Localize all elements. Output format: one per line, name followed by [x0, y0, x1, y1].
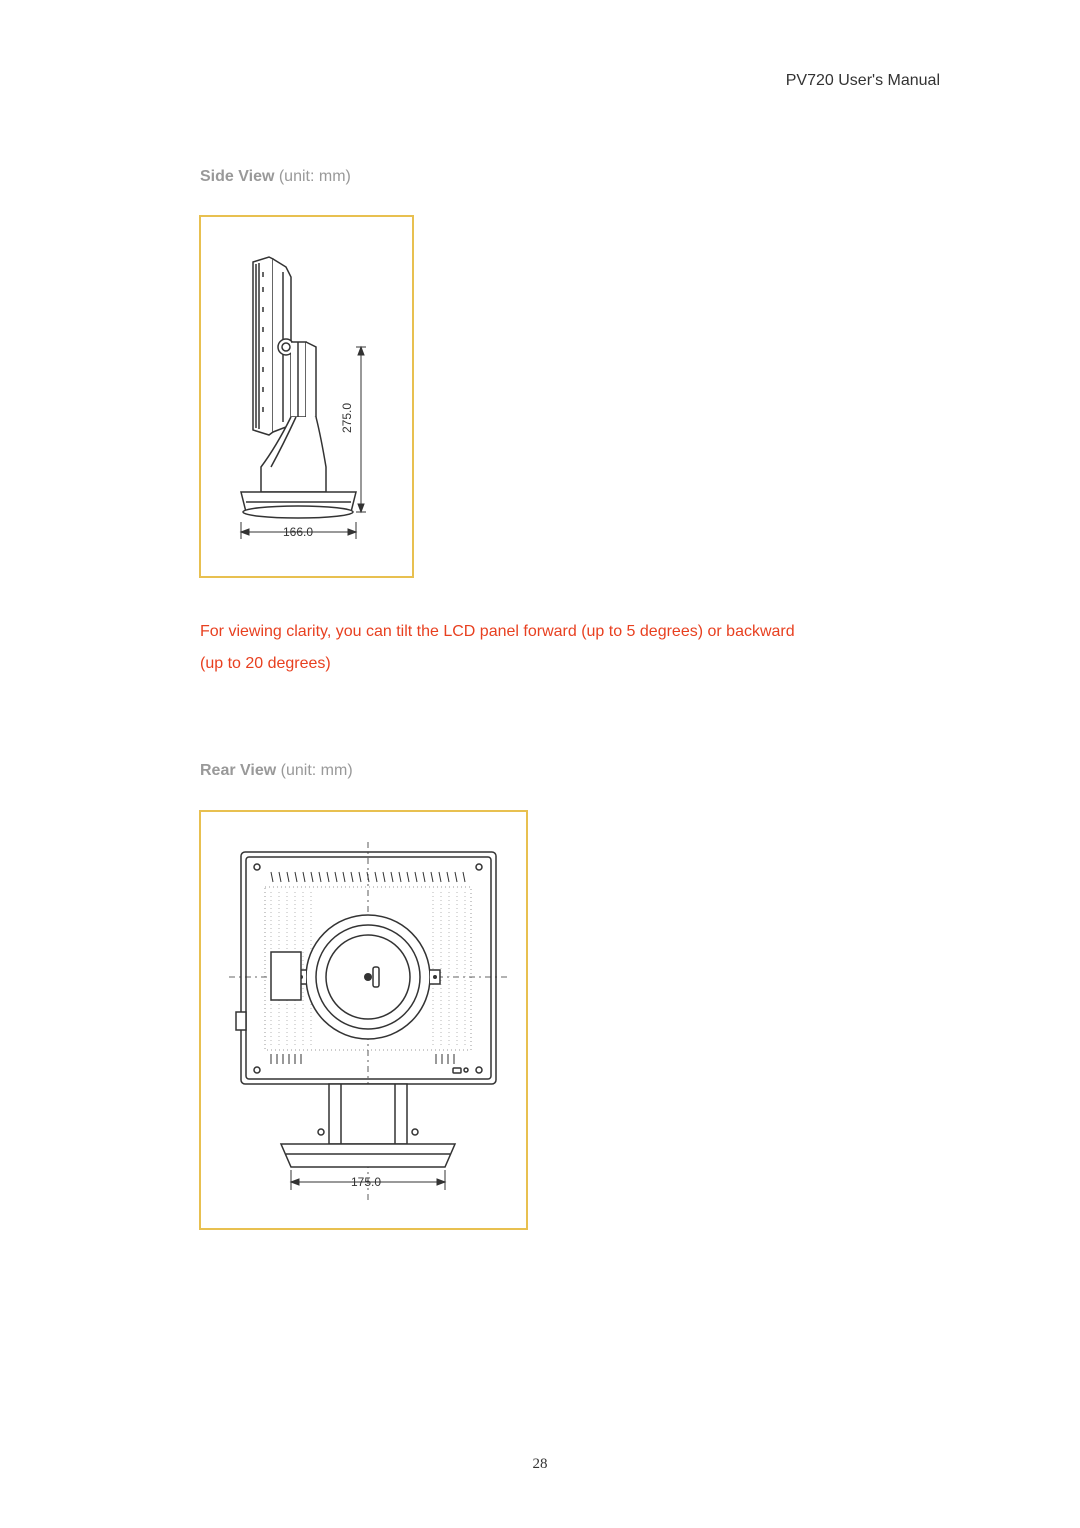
- side-view-diagram: 275.0 166.0: [201, 217, 412, 576]
- document-page: PV720 User's Manual Side View (unit: mm): [0, 0, 1080, 1528]
- side-view-heading: Side View (unit: mm): [200, 168, 351, 186]
- side-view-figure: 275.0 166.0: [199, 215, 414, 578]
- rear-view-diagram: 175.0: [201, 812, 526, 1228]
- side-view-width-label: 166.0: [283, 525, 313, 539]
- document-header: PV720 User's Manual: [786, 72, 940, 90]
- side-view-height-label: 275.0: [340, 403, 354, 433]
- tilt-note: For viewing clarity, you can tilt the LC…: [200, 616, 820, 680]
- side-view-title: Side View: [200, 168, 274, 185]
- rear-view-heading: Rear View (unit: mm): [200, 762, 353, 780]
- rear-view-figure: 175.0: [199, 810, 528, 1230]
- rear-view-title: Rear View: [200, 762, 276, 779]
- rear-view-width-label: 175.0: [351, 1175, 381, 1189]
- side-view-unit: (unit: mm): [274, 168, 350, 185]
- page-number: 28: [533, 1456, 548, 1473]
- rear-view-unit: (unit: mm): [276, 762, 352, 779]
